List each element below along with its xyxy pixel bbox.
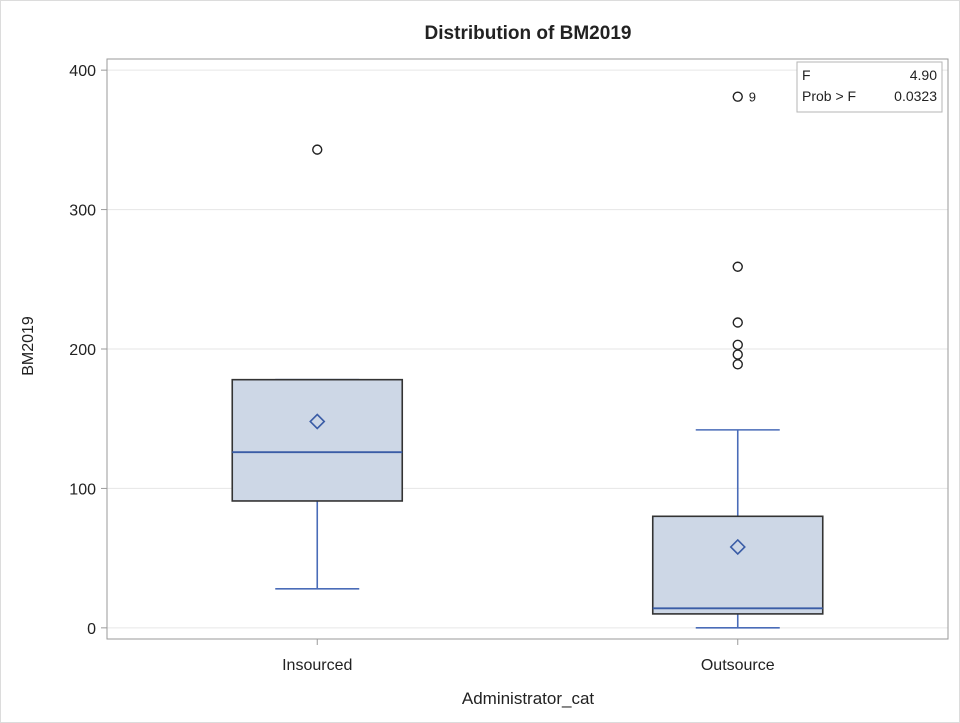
iqr-box (651, 515, 824, 615)
outlier-point (732, 261, 743, 272)
x-tick-label: Outsource (701, 657, 775, 674)
y-tick-label: 400 (69, 63, 96, 80)
outlier-point (732, 317, 743, 328)
x-tick-label: Insourced (282, 657, 352, 674)
y-tick-label: 100 (69, 481, 96, 498)
plot-area: 0 100 200 300 400 Insourced Outsource 9 F 4.90 Pro… (69, 58, 949, 674)
stats-value: 0.0323 (894, 88, 937, 104)
stats-table-border (796, 61, 943, 113)
x-axis-label: Administrator_cat (462, 689, 595, 708)
outlier-point (732, 339, 743, 351)
outlier-point (312, 144, 323, 155)
y-tick-label: 0 (87, 621, 96, 638)
y-tick-label: 300 (69, 203, 96, 220)
mean-marker (729, 538, 746, 556)
y-axis-label: BM2019 (20, 316, 37, 376)
stats-value: 4.90 (910, 67, 937, 83)
stats-inset-table: F 4.90 Prob > F 0.0323 (796, 61, 943, 113)
outlier-point (732, 359, 743, 370)
stats-label: Prob > F (802, 88, 856, 104)
chart-title: Distribution of BM2019 (425, 23, 632, 44)
mean-marker (309, 413, 326, 430)
y-tick-label: 200 (69, 342, 96, 359)
box-group-insourced: Insourced (231, 144, 404, 674)
box-group-outsource: Outsource 9 (651, 90, 824, 674)
iqr-box (231, 378, 404, 502)
stats-label: F (802, 67, 811, 83)
outlier-point (732, 349, 743, 360)
outlier-label: 9 (749, 90, 756, 105)
outlier-point (732, 91, 743, 102)
